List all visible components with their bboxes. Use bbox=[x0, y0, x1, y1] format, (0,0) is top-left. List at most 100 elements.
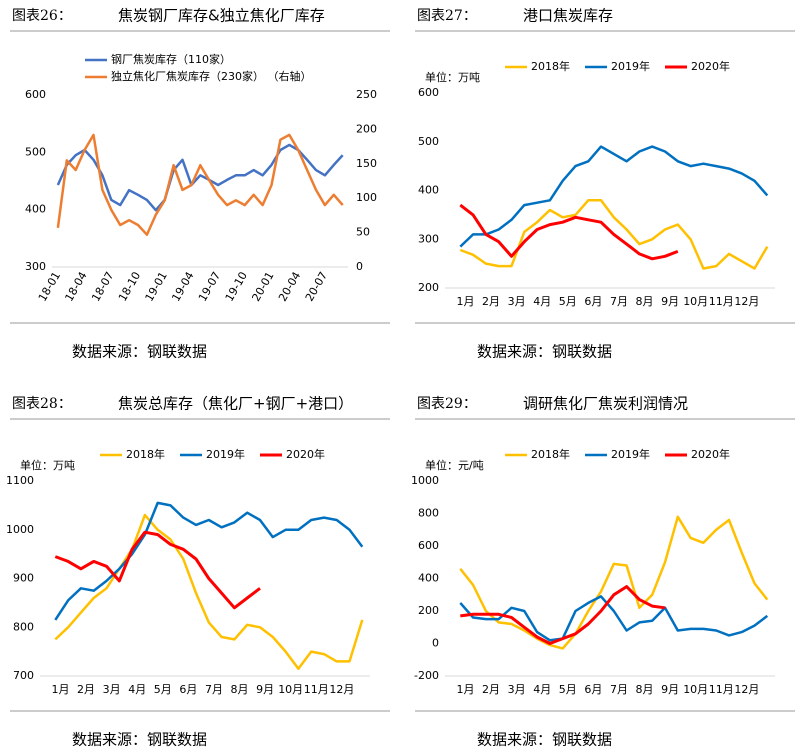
y-tick-label: 300 bbox=[418, 232, 439, 245]
legend-label: 独立焦化厂焦炭库存（230家） （右轴） bbox=[111, 69, 312, 83]
x-tick-label: 19-01 bbox=[143, 270, 170, 304]
unit-label: 单位：元/吨 bbox=[425, 458, 484, 472]
y-tick-label: 600 bbox=[25, 88, 46, 101]
x-tick-label: 8月 bbox=[636, 295, 654, 308]
y-tick-label: 400 bbox=[418, 572, 439, 585]
x-tick-label: 8月 bbox=[636, 683, 654, 696]
x-tick-label: 20-04 bbox=[276, 270, 303, 304]
x-tick-label: 11月 bbox=[709, 683, 734, 696]
series-line bbox=[459, 145, 769, 248]
y-tick-label: 400 bbox=[25, 203, 46, 216]
legend-label: 2019年 bbox=[611, 447, 650, 461]
figure-label: 图表26： bbox=[12, 8, 72, 24]
series-line bbox=[56, 133, 344, 236]
legend-label: 2020年 bbox=[691, 447, 730, 461]
legend-label: 2019年 bbox=[206, 447, 245, 461]
series-line bbox=[459, 515, 769, 650]
source: 数据来源：钢联数据 bbox=[477, 343, 612, 361]
x-tick-label: 20-01 bbox=[249, 270, 276, 304]
x-tick-label: 1月 bbox=[456, 683, 474, 696]
y-tick-label: 400 bbox=[418, 184, 439, 197]
x-tick-label: 5月 bbox=[559, 683, 577, 696]
y-tick-label: 600 bbox=[418, 86, 439, 99]
x-tick-label: 19-07 bbox=[196, 270, 223, 304]
x-tick-label: 6月 bbox=[179, 683, 197, 696]
figure-label: 图表28： bbox=[12, 396, 72, 412]
y-tick-label: 600 bbox=[418, 539, 439, 552]
x-tick-label: 7月 bbox=[610, 683, 628, 696]
legend-label: 2020年 bbox=[691, 59, 730, 73]
x-tick-label: 18-07 bbox=[89, 270, 116, 304]
x-tick-label: 3月 bbox=[508, 295, 526, 308]
legend-label: 钢厂焦炭库存（110家） bbox=[111, 52, 231, 66]
x-tick-label: 8月 bbox=[231, 683, 249, 696]
y-tick-label: 0 bbox=[432, 637, 439, 650]
x-tick-label: 12月 bbox=[734, 295, 759, 308]
panel: 图表26： 焦炭钢厂库存&独立焦化厂库存数据来源：钢联数据300400500600… bbox=[10, 7, 390, 361]
x-tick-label: 19-10 bbox=[223, 270, 250, 304]
y-tick-label: 1000 bbox=[411, 474, 439, 487]
y2-tick-label: 50 bbox=[356, 226, 370, 239]
series-line bbox=[56, 143, 344, 212]
y-tick-label: 800 bbox=[13, 620, 34, 633]
y-tick-label: 1000 bbox=[6, 523, 34, 536]
y-tick-label: -200 bbox=[414, 669, 439, 682]
source: 数据来源：钢联数据 bbox=[477, 731, 612, 749]
y-tick-label: 700 bbox=[13, 669, 34, 682]
unit-label: 单位：万吨 bbox=[425, 70, 480, 84]
x-tick-label: 4月 bbox=[533, 683, 551, 696]
y-tick-label: 300 bbox=[25, 260, 46, 273]
x-tick-label: 4月 bbox=[533, 295, 551, 308]
y2-tick-label: 250 bbox=[356, 88, 377, 101]
x-tick-label: 12月 bbox=[734, 683, 759, 696]
x-tick-label: 6月 bbox=[584, 295, 602, 308]
y-tick-label: 800 bbox=[418, 507, 439, 520]
unit-label: 单位：万吨 bbox=[20, 458, 75, 472]
x-tick-label: 11月 bbox=[304, 683, 329, 696]
x-tick-label: 1月 bbox=[51, 683, 69, 696]
figure-label: 图表27： bbox=[417, 8, 477, 24]
x-tick-label: 2月 bbox=[77, 683, 95, 696]
x-tick-label: 9月 bbox=[661, 683, 679, 696]
x-tick-label: 18-04 bbox=[63, 270, 90, 304]
series-line bbox=[54, 530, 261, 610]
series-line bbox=[460, 585, 666, 645]
chart-title: 调研焦化厂焦炭利润情况 bbox=[523, 395, 688, 413]
legend-label: 2019年 bbox=[611, 59, 650, 73]
x-tick-label: 9月 bbox=[661, 295, 679, 308]
y2-tick-label: 150 bbox=[356, 157, 377, 170]
y2-tick-label: 200 bbox=[356, 122, 377, 135]
series-line bbox=[459, 199, 769, 270]
x-tick-label: 4月 bbox=[128, 683, 146, 696]
x-tick-label: 2月 bbox=[482, 683, 500, 696]
x-tick-label: 7月 bbox=[610, 295, 628, 308]
y-tick-label: 200 bbox=[418, 604, 439, 617]
x-tick-label: 10月 bbox=[683, 295, 708, 308]
panel: 图表28： 焦炭总库存（焦化厂+钢厂+港口） 数据来源：钢联数据 700 800 900 1… bbox=[6, 395, 390, 749]
x-tick-label: 18-10 bbox=[116, 270, 143, 304]
y2-tick-label: 0 bbox=[356, 260, 363, 273]
series-line bbox=[54, 513, 364, 670]
x-tick-label: 5月 bbox=[559, 295, 577, 308]
y-tick-label: 900 bbox=[13, 572, 34, 585]
x-tick-label: 9月 bbox=[256, 683, 274, 696]
y2-tick-label: 100 bbox=[356, 191, 377, 204]
legend-label: 2018年 bbox=[126, 447, 165, 461]
series-line bbox=[459, 203, 679, 261]
chart-title: 焦炭钢厂库存&独立焦化厂库存 bbox=[118, 7, 325, 25]
x-tick-label: 10月 bbox=[278, 683, 303, 696]
x-tick-label: 6月 bbox=[584, 683, 602, 696]
chart-title: 港口焦炭库存 bbox=[523, 7, 613, 25]
x-tick-label: 7月 bbox=[205, 683, 223, 696]
x-tick-label: 18-01 bbox=[36, 270, 63, 304]
y-tick-label: 1100 bbox=[6, 474, 34, 487]
x-tick-label: 2月 bbox=[482, 295, 500, 308]
x-tick-label: 3月 bbox=[508, 683, 526, 696]
x-tick-label: 19-04 bbox=[169, 270, 196, 304]
x-tick-label: 10月 bbox=[683, 683, 708, 696]
series-line bbox=[54, 501, 364, 621]
legend-label: 2020年 bbox=[286, 447, 325, 461]
